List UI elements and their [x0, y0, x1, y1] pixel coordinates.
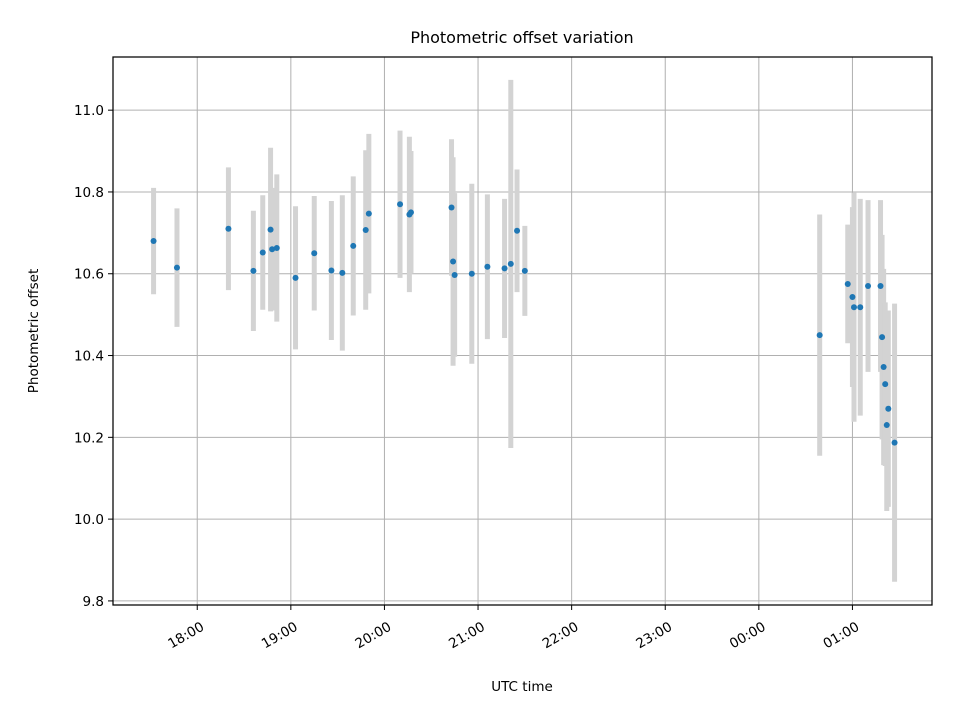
- data-point: [849, 294, 856, 301]
- data-point: [339, 269, 346, 276]
- data-point: [451, 271, 458, 278]
- data-point: [514, 227, 521, 234]
- data-point: [882, 381, 889, 388]
- data-point: [507, 260, 514, 267]
- data-point: [501, 265, 508, 272]
- data-point: [879, 334, 886, 341]
- plot-frame: [112, 56, 933, 606]
- data-point: [311, 250, 318, 257]
- data-point: [365, 210, 372, 217]
- data-point: [328, 267, 335, 274]
- data-point: [448, 204, 455, 211]
- data-point: [407, 209, 414, 216]
- data-point: [857, 304, 864, 311]
- data-point: [225, 225, 232, 232]
- data-point: [880, 363, 887, 370]
- y-tick-label: 10.0: [74, 512, 104, 528]
- data-point: [885, 405, 892, 412]
- data-point: [468, 270, 475, 277]
- data-point: [851, 304, 857, 311]
- data-point: [267, 226, 274, 233]
- data-point: [883, 422, 890, 429]
- data-point: [844, 280, 851, 287]
- data-point: [521, 267, 528, 274]
- y-tick-label: 10.8: [74, 185, 104, 201]
- data-point: [450, 258, 457, 265]
- y-tick-label: 9.8: [83, 594, 104, 610]
- data-point: [250, 267, 257, 274]
- data-point: [891, 439, 898, 446]
- chart-title: Photometric offset variation: [410, 28, 633, 47]
- data-point: [269, 246, 276, 253]
- data-point: [877, 283, 884, 290]
- y-tick-label: 10.2: [74, 430, 104, 446]
- x-axis-label: UTC time: [491, 679, 553, 695]
- data-point: [484, 263, 491, 270]
- y-tick-label: 10.4: [74, 349, 104, 365]
- data-point: [292, 274, 299, 281]
- data-points: [150, 201, 898, 446]
- data-point: [150, 238, 157, 245]
- y-axis-label: Photometric offset: [26, 269, 42, 393]
- data-point: [350, 242, 357, 249]
- data-point: [173, 264, 180, 271]
- y-axis: 9.8 10.0 10.2 10.4 10.6 10.8 11.0: [74, 103, 113, 610]
- data-point: [397, 201, 404, 208]
- data-point: [865, 283, 872, 290]
- y-tick-label: 11.0: [74, 103, 104, 119]
- data-point: [259, 249, 266, 256]
- data-point: [362, 226, 369, 233]
- data-point: [273, 244, 280, 251]
- data-point: [816, 332, 823, 339]
- y-tick-label: 10.6: [74, 267, 104, 283]
